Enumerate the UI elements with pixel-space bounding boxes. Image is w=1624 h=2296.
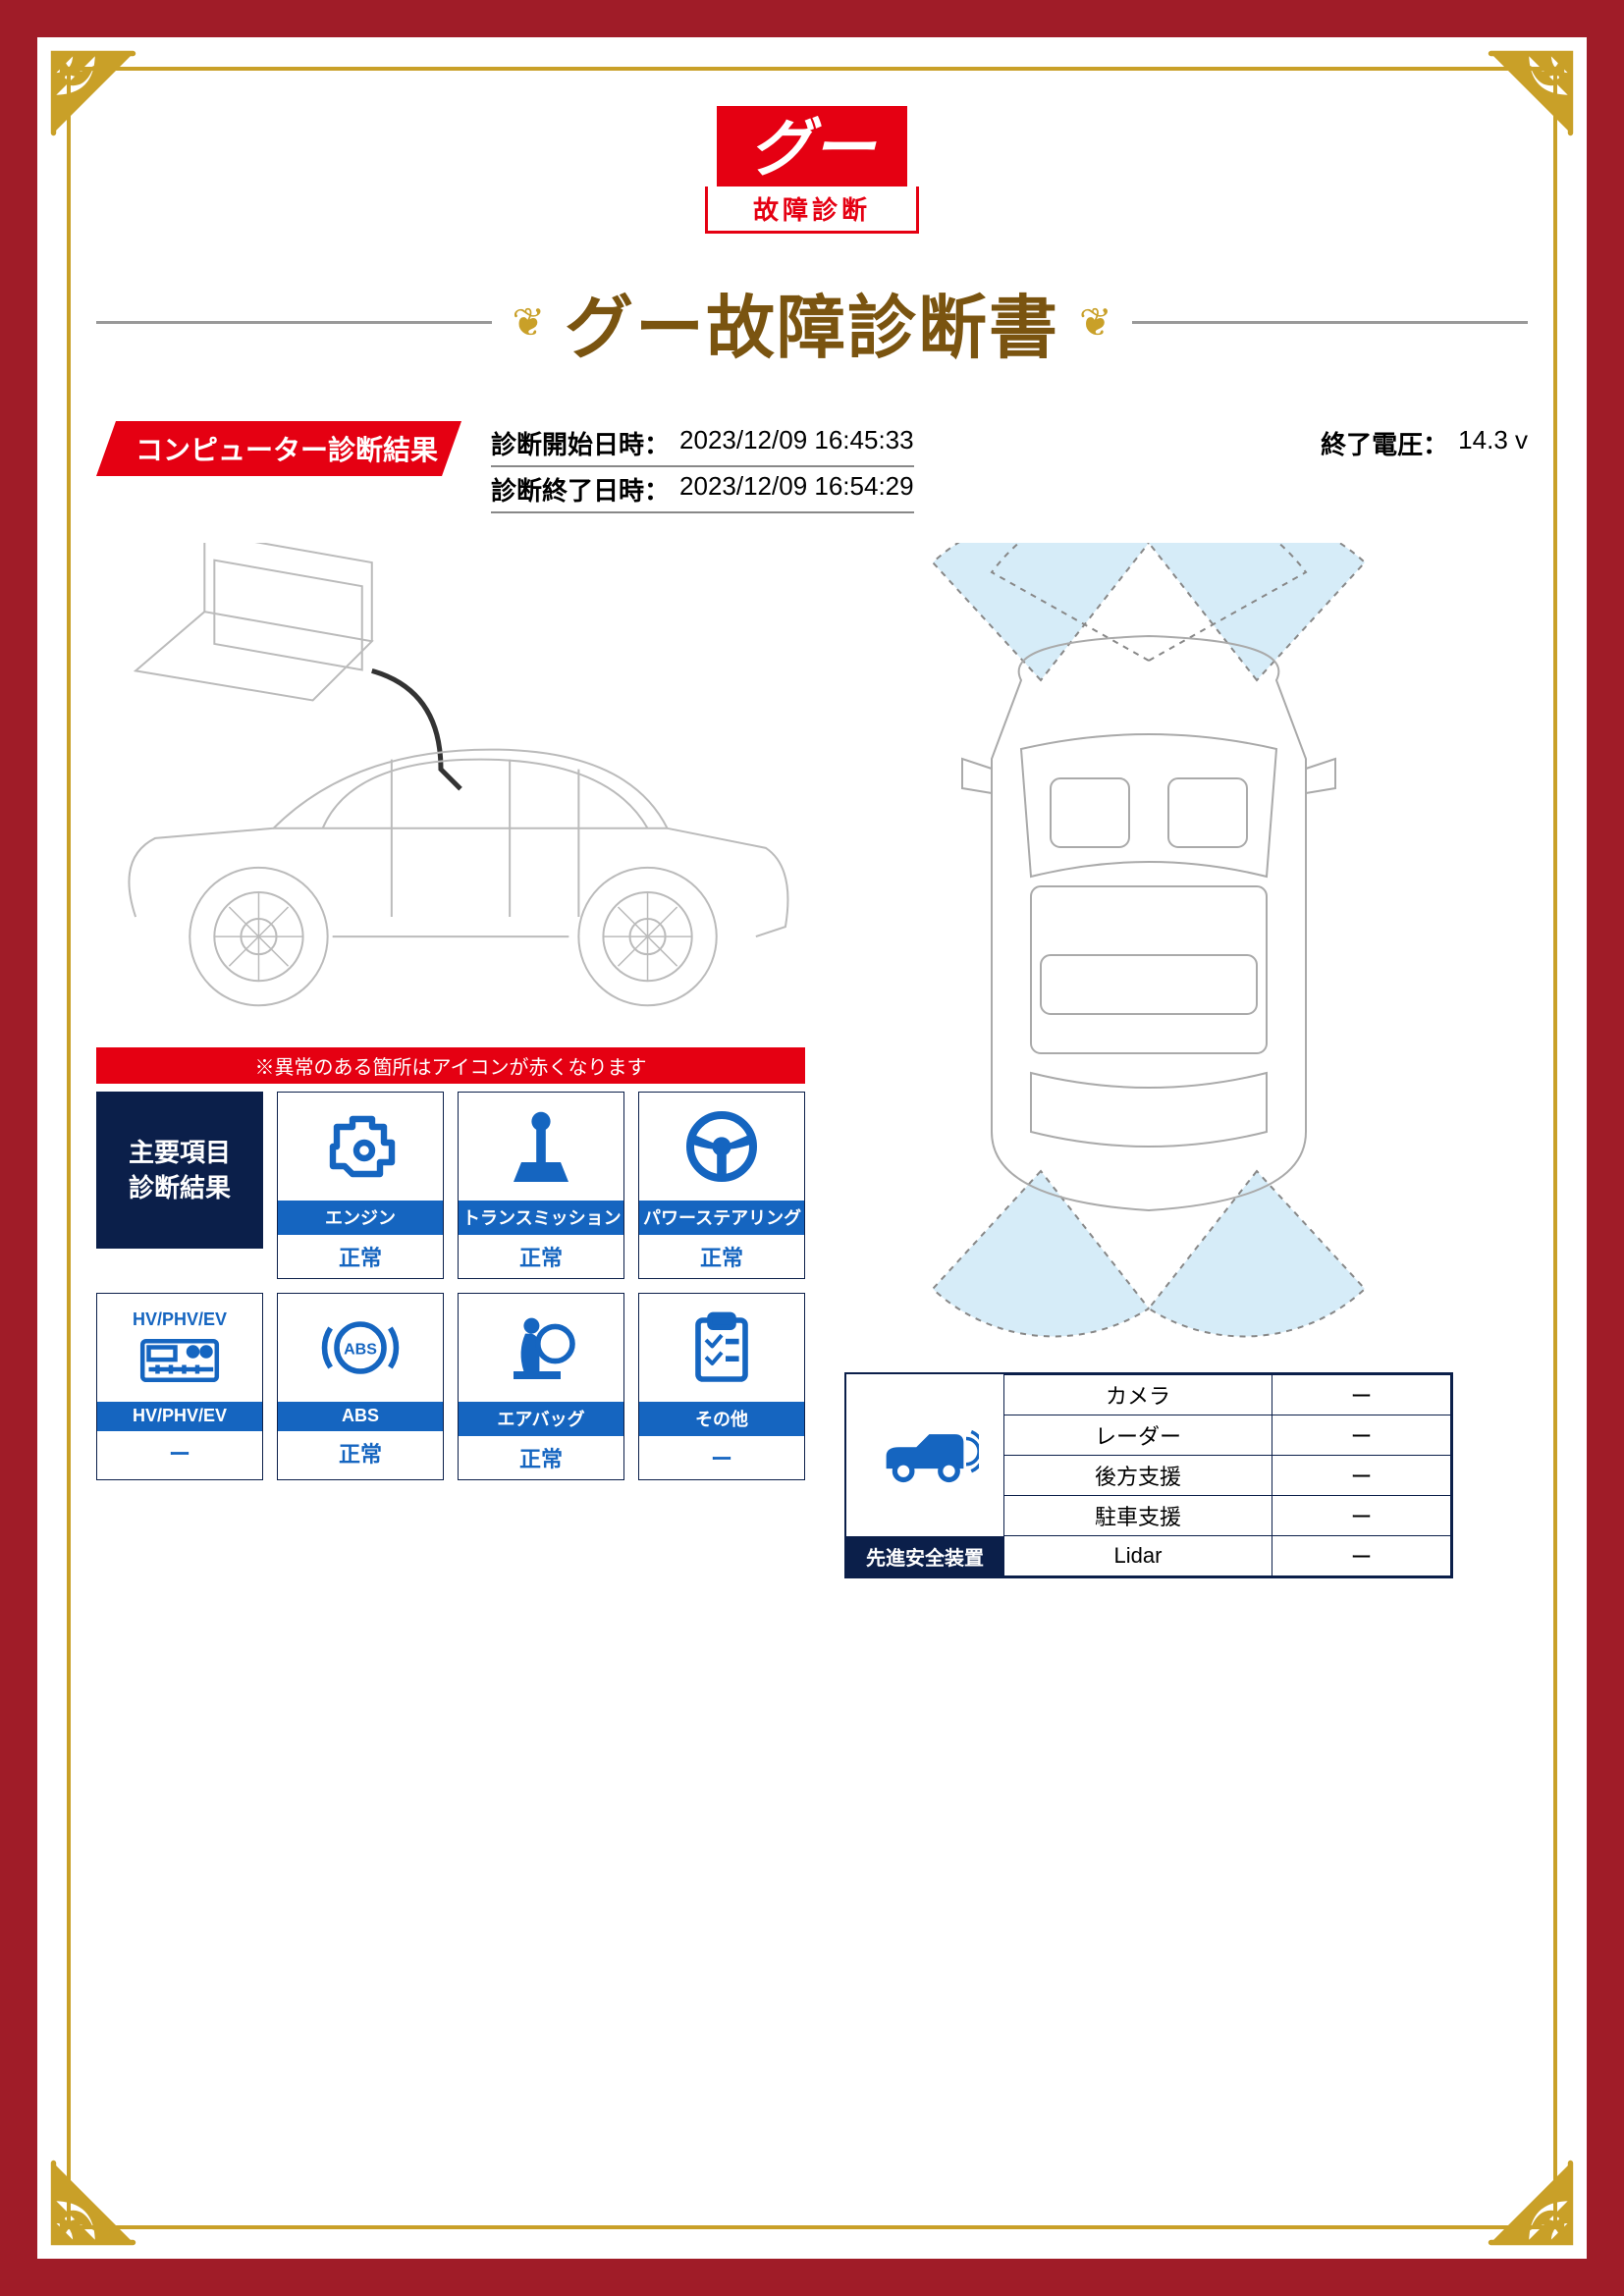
meta-start: 診断開始日時： 2023/12/09 16:45:33: [491, 421, 914, 467]
safety-car-icon: [846, 1374, 1003, 1536]
tile-power-steering-label: パワーステアリング: [639, 1201, 804, 1234]
tile-engine: エンジン 正常: [277, 1092, 444, 1279]
meta-end-value: 2023/12/09 16:54:29: [679, 471, 914, 507]
safety-block: 先進安全装置 カメラー レーダーー 後方支援ー 駐車支援ー Lidarー: [844, 1372, 1453, 1578]
tile-hv: HV/PHV/EV HV/PHV/EV ー: [96, 1293, 263, 1480]
inner-panel: グー 故障診断 ❦ グー故障診断書 ❦ コンピューター診断結果 診断開始日時： …: [37, 37, 1587, 2259]
safety-table: カメラー レーダーー 後方支援ー 駐車支援ー Lidarー: [1003, 1374, 1451, 1576]
tile-hv-label: HV/PHV/EV: [97, 1402, 262, 1430]
safety-name: 駐車支援: [1004, 1496, 1272, 1536]
safety-name: カメラ: [1004, 1375, 1272, 1415]
tile-airbag-label: エアバッグ: [459, 1402, 623, 1435]
tile-transmission-label: トランスミッション: [459, 1201, 623, 1234]
safety-name: 後方支援: [1004, 1456, 1272, 1496]
flourish-right-icon: ❦: [1079, 300, 1112, 346]
safety-value: ー: [1272, 1496, 1451, 1536]
transmission-icon: [459, 1093, 623, 1201]
header-tile-text: 主要項目 診断結果: [129, 1135, 231, 1206]
tile-abs-label: ABS: [278, 1402, 443, 1430]
meta-row: コンピューター診断結果 診断開始日時： 2023/12/09 16:45:33 …: [96, 421, 1528, 513]
header-tile: 主要項目 診断結果: [96, 1092, 263, 1249]
tile-other-status: ー: [639, 1435, 804, 1479]
tile-abs: ABS ABS 正常: [277, 1293, 444, 1480]
airbag-icon: [459, 1294, 623, 1402]
meta-voltage: 終了電圧： 14.3 v: [1321, 421, 1528, 465]
rule-right: [1132, 321, 1528, 324]
safety-name: レーダー: [1004, 1415, 1272, 1456]
safety-caption: 先進安全装置: [846, 1536, 1003, 1576]
tile-hv-status: ー: [97, 1430, 262, 1474]
safety-value: ー: [1272, 1375, 1451, 1415]
safety-row: 後方支援ー: [1004, 1456, 1451, 1496]
safety-row: 駐車支援ー: [1004, 1496, 1451, 1536]
corner-ornament-br: [1487, 2159, 1575, 2247]
tile-engine-label: エンジン: [278, 1201, 443, 1234]
section-badge: コンピューター診断結果: [96, 421, 461, 476]
tile-power-steering-status: 正常: [639, 1234, 804, 1278]
abs-icon: ABS: [278, 1294, 443, 1402]
tile-power-steering: パワーステアリング 正常: [638, 1092, 805, 1279]
tile-transmission-status: 正常: [459, 1234, 623, 1278]
hv-icon: HV/PHV/EV: [97, 1294, 262, 1402]
tile-engine-status: 正常: [278, 1234, 443, 1278]
safety-value: ー: [1272, 1415, 1451, 1456]
tile-other-label: その他: [639, 1402, 804, 1435]
safety-name: Lidar: [1004, 1536, 1272, 1576]
tile-airbag: エアバッグ 正常: [458, 1293, 624, 1480]
logo: グー 故障診断: [96, 106, 1528, 234]
meta-start-value: 2023/12/09 16:45:33: [679, 425, 914, 461]
safety-row: カメラー: [1004, 1375, 1451, 1415]
voltage-label: 終了電圧：: [1321, 425, 1448, 461]
safety-value: ー: [1272, 1456, 1451, 1496]
flourish-left-icon: ❦: [512, 300, 545, 346]
safety-left: 先進安全装置: [846, 1374, 1003, 1576]
voltage-value: 14.3 v: [1458, 425, 1528, 461]
certificate-page: グー 故障診断 ❦ グー故障診断書 ❦ コンピューター診断結果 診断開始日時： …: [0, 0, 1624, 2296]
page-title: グー故障診断書: [565, 273, 1059, 372]
tile-airbag-status: 正常: [459, 1435, 623, 1479]
note-bar: ※異常のある箇所はアイコンが赤くなります: [96, 1047, 805, 1084]
meta-end-label: 診断終了日時：: [491, 471, 670, 507]
logo-main: グー: [717, 106, 907, 187]
safety-row: Lidarー: [1004, 1536, 1451, 1576]
safety-row: レーダーー: [1004, 1415, 1451, 1456]
tile-transmission: トランスミッション 正常: [458, 1092, 624, 1279]
corner-ornament-tr: [1487, 49, 1575, 137]
diagram-left: ※異常のある箇所はアイコンが赤くなります 主要項目 診断結果 エンジン 正常: [96, 543, 805, 1480]
meta-end: 診断終了日時： 2023/12/09 16:54:29: [491, 467, 914, 513]
corner-ornament-bl: [49, 2159, 137, 2247]
engine-icon: [278, 1093, 443, 1201]
car-side-diagram: [96, 543, 805, 1035]
meta-table: 診断開始日時： 2023/12/09 16:45:33 診断終了日時： 2023…: [491, 421, 914, 513]
steering-icon: [639, 1093, 804, 1201]
tiles-grid: 主要項目 診断結果 エンジン 正常 トランスミッション 正常: [96, 1092, 805, 1480]
hv-top-text: HV/PHV/EV: [133, 1309, 227, 1330]
safety-value: ー: [1272, 1536, 1451, 1576]
clipboard-icon: [639, 1294, 804, 1402]
tile-abs-status: 正常: [278, 1430, 443, 1474]
title-row: ❦ グー故障診断書 ❦: [96, 273, 1528, 372]
rule-left: [96, 321, 492, 324]
logo-sub: 故障診断: [705, 187, 919, 234]
svg-text:ABS: ABS: [344, 1342, 377, 1359]
corner-ornament-tl: [49, 49, 137, 137]
tile-other: その他 ー: [638, 1293, 805, 1480]
car-top-diagram: [844, 543, 1453, 1348]
diagram-right: 先進安全装置 カメラー レーダーー 後方支援ー 駐車支援ー Lidarー: [844, 543, 1453, 1578]
diagrams: ※異常のある箇所はアイコンが赤くなります 主要項目 診断結果 エンジン 正常: [96, 543, 1528, 1578]
meta-start-label: 診断開始日時：: [491, 425, 670, 461]
